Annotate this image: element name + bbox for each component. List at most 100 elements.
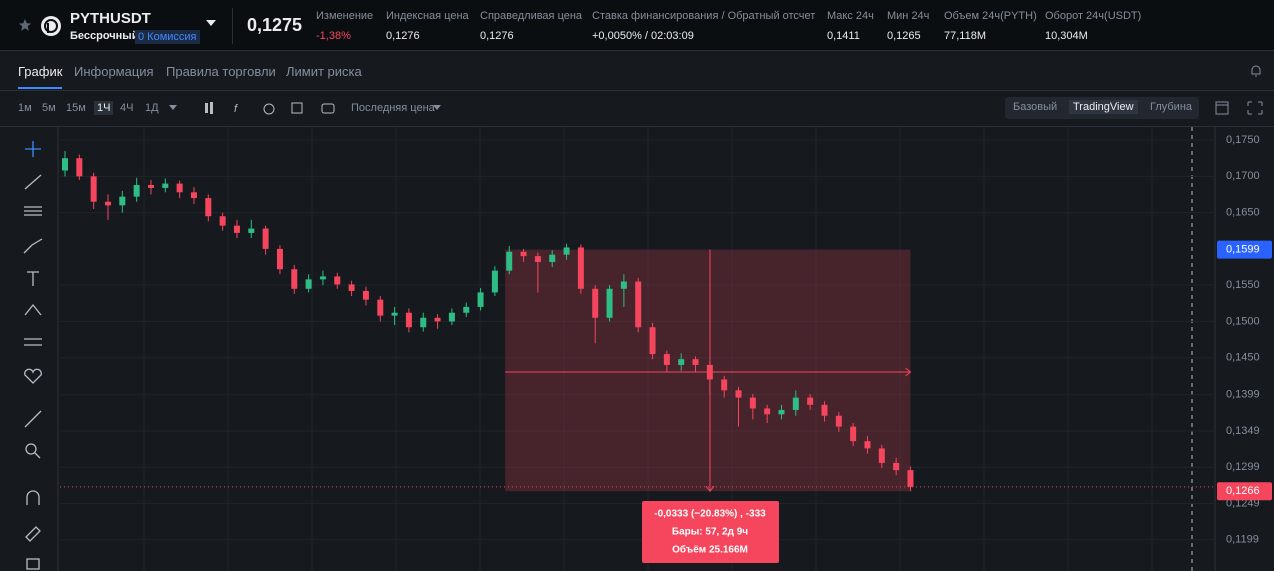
stat-label: Ставка финансирования / Обратный отсчет	[592, 10, 816, 22]
stat: Оборот 24ч(USDT) 10,304M	[1045, 10, 1141, 42]
candle-body	[749, 397, 756, 409]
stat-label: Объем 24ч(PYTH)	[944, 10, 1037, 22]
y-tick-label: 0,1199	[1226, 534, 1259, 546]
tab[interactable]: Информация	[74, 64, 154, 79]
candle-body	[233, 225, 240, 233]
y-tick-label: 0,1750	[1226, 134, 1260, 146]
candle-body	[391, 312, 398, 316]
stat: Мин 24ч 0,1265	[887, 10, 929, 42]
candle-body	[205, 198, 212, 217]
stat-label: Оборот 24ч(USDT)	[1045, 10, 1142, 22]
interval[interactable]: 1Ч	[94, 101, 114, 115]
interval[interactable]: 1Д	[145, 102, 159, 114]
contract-type: Бессрочный	[70, 30, 139, 42]
stat-label: Макс 24ч	[827, 10, 874, 22]
candle-body	[62, 158, 68, 171]
price-tag-label: 0,1599	[1226, 244, 1260, 256]
candle-body	[190, 192, 197, 199]
tab[interactable]: График	[18, 64, 63, 89]
favorite-star[interactable]	[18, 18, 32, 32]
candle-body	[491, 270, 498, 293]
divider	[232, 8, 233, 44]
candle-body	[448, 312, 455, 322]
view-option[interactable]: TradingView	[1069, 100, 1138, 114]
stat-value: -1,38%	[316, 30, 351, 42]
stat-value: 10,304M	[1045, 30, 1088, 42]
candle-body	[362, 290, 369, 300]
candle-body	[850, 426, 857, 442]
interval[interactable]: 1м	[18, 102, 32, 114]
y-tick-label: 0,1450	[1226, 352, 1260, 364]
candle-body	[520, 251, 527, 257]
svg-text:f: f	[234, 103, 238, 115]
candle-body	[563, 247, 570, 255]
view-option[interactable]: Глубина	[1150, 101, 1193, 113]
stat-label: Изменение	[316, 10, 374, 22]
candle-body	[735, 390, 742, 398]
candle-body	[549, 254, 556, 262]
candle-body	[176, 183, 183, 193]
candle-body	[248, 228, 255, 233]
stat-value: 0,1276	[386, 30, 420, 42]
candle-body	[133, 185, 140, 197]
interval[interactable]: 4Ч	[120, 102, 134, 114]
candle-body	[792, 397, 799, 410]
candle-body	[678, 359, 685, 365]
view-option[interactable]: Базовый	[1013, 101, 1058, 113]
drawing-tools[interactable]	[23, 141, 43, 570]
candle-body	[534, 256, 541, 262]
candle-body	[276, 248, 283, 270]
tool-icons[interactable]: f	[200, 99, 340, 117]
interval[interactable]: 15м	[66, 102, 86, 114]
price-tag	[1217, 240, 1272, 259]
layout-icons[interactable]	[1214, 100, 1264, 116]
last-price: 0,1275	[247, 15, 303, 35]
candle-body	[405, 312, 412, 328]
candle-body	[506, 251, 513, 271]
alert-icon[interactable]	[1249, 64, 1263, 78]
header: PYTHUSDT Бессрочный 0 Комиссия 0,1275 Из…	[0, 0, 1274, 51]
interval[interactable]: 5м	[42, 102, 56, 114]
stat-label: Индексная цена	[386, 10, 469, 22]
candle-body	[377, 299, 384, 316]
candle-body	[434, 317, 441, 322]
candle-body	[119, 196, 126, 206]
candle-body	[291, 269, 298, 289]
candle-body	[147, 185, 154, 188]
symbol[interactable]: PYTHUSDT	[70, 10, 151, 27]
candle-body	[463, 306, 470, 313]
stat-value: 77,118M	[944, 30, 986, 42]
candle-body	[420, 317, 427, 328]
view-switch: Базовый TradingView Глубина	[1005, 97, 1199, 119]
candle-body	[90, 176, 97, 202]
candle-body	[219, 216, 226, 226]
symbol-dropdown[interactable]	[206, 20, 216, 28]
stat-value: +0,0050% / 02:03:09	[592, 30, 694, 42]
candle-body	[907, 470, 914, 487]
candle-body	[477, 292, 484, 307]
y-tick-label: 0,1550	[1226, 279, 1260, 291]
candle-body	[606, 288, 613, 318]
candle-body	[663, 354, 670, 365]
price-tag-label: 0,1266	[1226, 485, 1260, 497]
candle-body	[592, 288, 599, 318]
price-type[interactable]: Последняя цена	[351, 102, 435, 114]
stat-label: Мин 24ч	[887, 10, 930, 22]
candle-body	[864, 441, 871, 449]
chart-toolbar: f Базовый TradingView Глубина 1м 5м 15м 1Ч 4Ч 1…	[0, 91, 1274, 127]
candle-body	[104, 201, 111, 206]
tab-bar: График Информация Правила торговли Лимит ри…	[0, 54, 1274, 91]
candle-body	[262, 228, 269, 249]
stat-value: 0,1411	[827, 30, 860, 42]
candle-body	[692, 359, 699, 365]
candle-body	[764, 408, 771, 415]
price-type-dropdown[interactable]	[432, 104, 442, 112]
tab[interactable]: Правила торговли	[166, 64, 276, 79]
tab[interactable]: Лимит риска	[286, 64, 362, 79]
y-tick-label: 0,1399	[1226, 389, 1260, 401]
stat-value: 0,1276	[480, 30, 514, 42]
interval-dropdown[interactable]	[168, 104, 178, 112]
candle-body	[635, 281, 642, 328]
stat: Справедливая цена 0,1276	[480, 10, 582, 42]
